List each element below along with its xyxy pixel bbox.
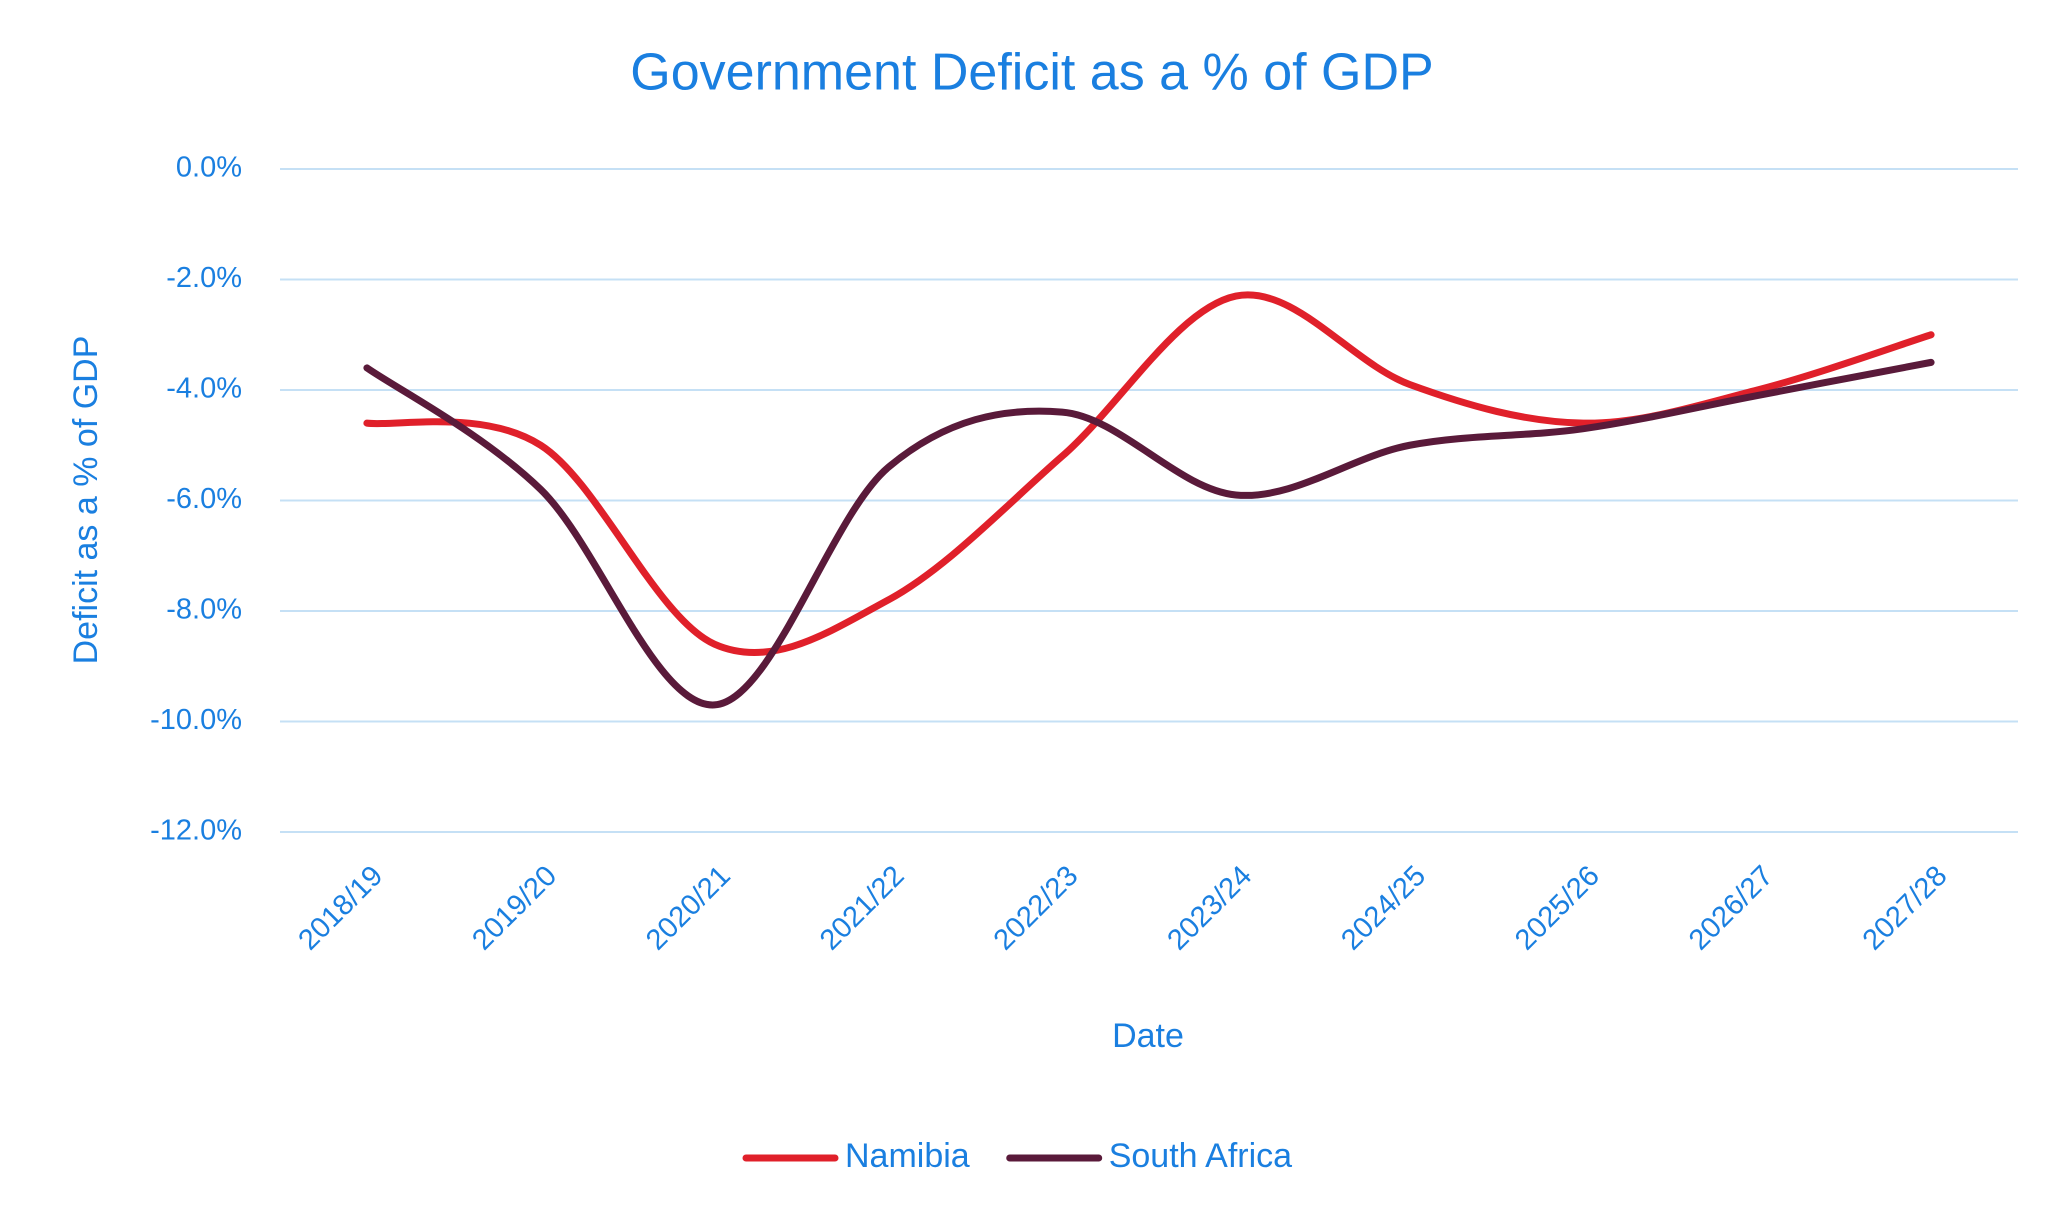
x-axis-title: Date: [1112, 1017, 1184, 1055]
x-tick-label: 2022/23: [988, 860, 1085, 957]
legend-label: South Africa: [1109, 1137, 1292, 1175]
x-tick-label: 2024/25: [1335, 860, 1432, 957]
chart-title: Government Deficit as a % of GDP: [630, 44, 1433, 102]
line: [363, 358, 1935, 709]
x-tick-label: 2026/27: [1683, 860, 1780, 957]
x-tick-label: 2027/28: [1857, 860, 1954, 957]
y-tick-label: -12.0%: [150, 815, 242, 847]
x-tick-label: 2020/21: [640, 860, 737, 957]
y-tick-label: -8.0%: [166, 594, 242, 626]
line: [363, 291, 1935, 656]
x-tick-label: 2025/26: [1509, 860, 1606, 957]
y-tick-label: 0.0%: [176, 152, 242, 184]
x-tick-label: 2023/24: [1162, 860, 1259, 957]
y-tick-label: -2.0%: [166, 262, 242, 294]
x-tick-label: 2021/22: [814, 860, 911, 957]
x-tick-label: 2018/19: [293, 860, 390, 957]
x-tick-label: 2019/20: [466, 860, 563, 957]
y-tick-label: -4.0%: [166, 373, 242, 405]
y-tick-label: -10.0%: [150, 704, 242, 736]
legend-label: Namibia: [845, 1137, 970, 1175]
y-axis-title: Deficit as a % of GDP: [67, 336, 105, 665]
y-tick-label: -6.0%: [166, 483, 242, 515]
